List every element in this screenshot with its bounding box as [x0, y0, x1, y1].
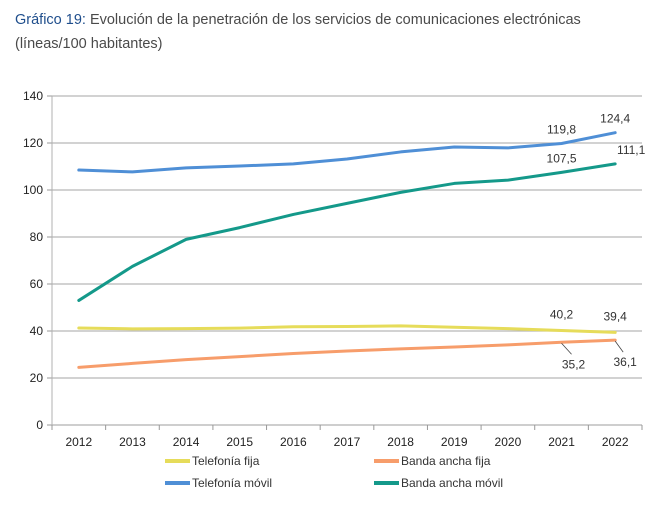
x-tick-label: 2019 — [441, 435, 468, 449]
data-label: 36,1 — [614, 355, 638, 369]
legend-label: Banda ancha fija — [401, 454, 491, 468]
data-label: 39,4 — [604, 309, 628, 323]
legend-item: Banda ancha fija — [374, 454, 491, 468]
x-tick-label: 2015 — [226, 435, 253, 449]
legend-label: Telefonía móvil — [192, 476, 272, 490]
legend: Telefonía fija Banda ancha fija Telefonía … — [165, 454, 503, 490]
chart-title-lead: Gráfico 19: — [15, 12, 86, 28]
data-labels: 119,8 124,4 107,5 111,1 40,2 39,4 35,2 36,1 — [547, 112, 646, 372]
series-line-telefonia-movil — [77, 131, 617, 174]
x-tick-label: 2018 — [387, 435, 414, 449]
legend-label: Telefonía fija — [192, 454, 260, 468]
x-tick-label: 2020 — [495, 435, 522, 449]
y-tick-label: 20 — [30, 371, 44, 385]
data-label-leader — [561, 343, 572, 355]
x-tick-label: 2017 — [334, 435, 361, 449]
y-tick-label: 120 — [23, 136, 43, 150]
data-label: 40,2 — [550, 308, 574, 322]
legend-item: Banda ancha móvil — [374, 476, 503, 490]
x-tick-label: 2021 — [548, 435, 575, 449]
y-tick-label: 80 — [30, 230, 44, 244]
y-tick-label: 140 — [23, 89, 43, 103]
series-line-banda-ancha-movil — [77, 162, 617, 302]
gridlines — [52, 95, 642, 379]
legend-label: Banda ancha móvil — [401, 476, 503, 490]
legend-item: Telefonía fija — [165, 454, 260, 468]
series-line-telefonia-fija — [77, 324, 617, 334]
x-tick-label: 2022 — [602, 435, 629, 449]
y-tick-label: 100 — [23, 183, 43, 197]
legend-item: Telefonía móvil — [165, 476, 272, 490]
data-label: 35,2 — [562, 357, 586, 371]
series-lines — [77, 131, 617, 369]
axes: 0 20 40 60 80 100 120 140 2012 2013 2014 2015 2016 20… — [23, 89, 643, 449]
y-tick-label: 0 — [36, 418, 43, 432]
data-label: 124,4 — [600, 112, 630, 126]
y-tick-label: 60 — [30, 277, 44, 291]
data-label-leader — [614, 340, 624, 353]
chart-title: Gráfico 19: Evolución de la penetración … — [15, 8, 655, 56]
data-label: 107,5 — [547, 151, 577, 165]
x-tick-label: 2014 — [173, 435, 200, 449]
x-tick-label: 2012 — [65, 435, 92, 449]
data-label: 111,1 — [617, 143, 646, 157]
x-tick-label: 2016 — [280, 435, 307, 449]
x-tick-label: 2013 — [119, 435, 146, 449]
chart-title-text: Evolución de la penetración de los servi… — [15, 12, 581, 52]
data-label: 119,8 — [547, 122, 576, 136]
series-line-banda-ancha-fija — [77, 338, 617, 369]
y-tick-label: 40 — [30, 324, 44, 338]
